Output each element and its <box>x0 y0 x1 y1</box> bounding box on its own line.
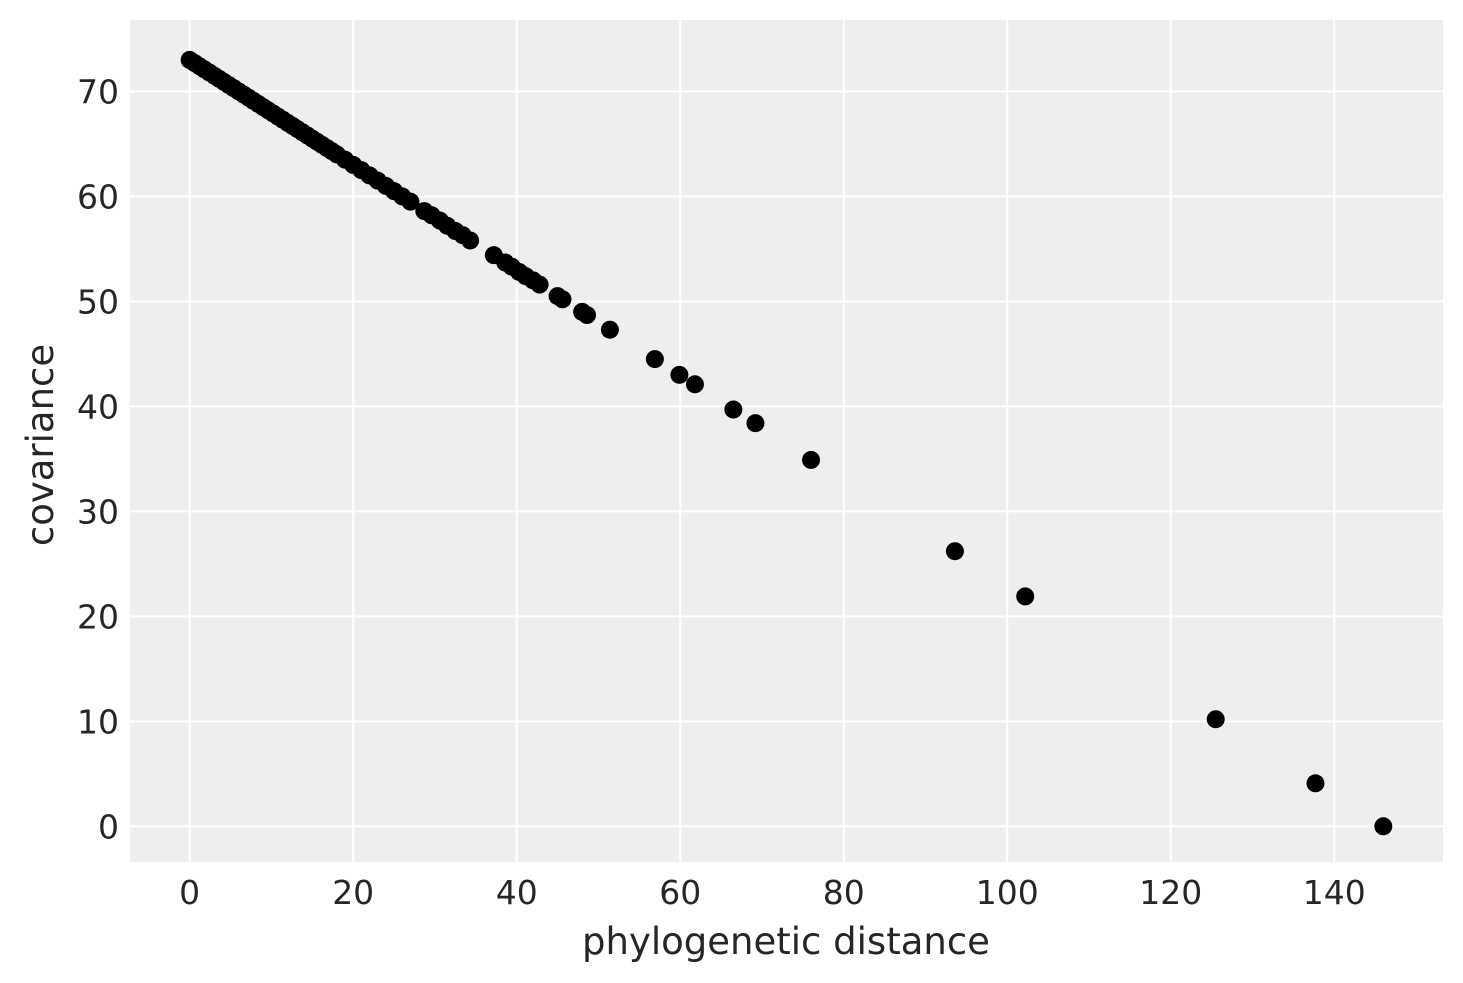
y-tick-label: 0 <box>98 807 119 846</box>
data-point <box>670 365 689 384</box>
y-axis-label: covariance <box>19 344 62 546</box>
y-tick-label: 60 <box>77 177 119 216</box>
data-point <box>578 306 597 325</box>
y-tick-label: 10 <box>77 702 119 741</box>
x-tick-label: 60 <box>659 873 701 912</box>
y-tick-label: 50 <box>77 282 119 321</box>
data-point <box>461 231 480 250</box>
x-tick-label: 80 <box>823 873 865 912</box>
data-point <box>600 320 619 339</box>
data-point <box>746 414 765 433</box>
data-point <box>945 542 964 561</box>
data-point <box>401 192 420 211</box>
x-tick-label: 40 <box>496 873 538 912</box>
data-point <box>685 375 704 394</box>
data-point <box>645 350 664 369</box>
data-point <box>1016 587 1035 606</box>
y-tick-label: 30 <box>77 492 119 531</box>
y-tick-labels: 0 10 20 30 40 50 60 70 <box>77 72 119 846</box>
data-point <box>802 450 821 469</box>
data-point <box>1306 774 1325 793</box>
x-axis-label: phylogenetic distance <box>582 920 990 963</box>
data-point <box>724 400 743 419</box>
y-tick-label: 20 <box>77 597 119 636</box>
data-point <box>1374 817 1393 836</box>
x-tick-label: 140 <box>1303 873 1366 912</box>
data-points <box>180 50 1393 836</box>
x-tick-label: 0 <box>179 873 200 912</box>
y-tick-label: 70 <box>77 72 119 111</box>
x-tick-label: 120 <box>1139 873 1202 912</box>
x-tick-label: 100 <box>976 873 1039 912</box>
x-tick-label: 20 <box>332 873 374 912</box>
x-tick-labels: 0 20 40 60 80 100 120 140 <box>179 873 1366 912</box>
data-point <box>1206 710 1225 729</box>
y-tick-label: 40 <box>77 387 119 426</box>
data-point <box>553 290 572 309</box>
data-point <box>530 275 549 294</box>
